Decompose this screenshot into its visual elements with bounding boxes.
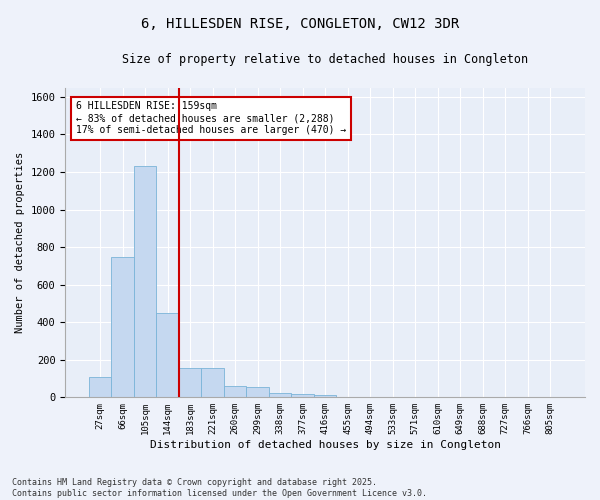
- Bar: [134, 166, 157, 398]
- Y-axis label: Number of detached properties: Number of detached properties: [15, 152, 25, 333]
- Title: Size of property relative to detached houses in Congleton: Size of property relative to detached ho…: [122, 52, 528, 66]
- Bar: [314, 396, 337, 398]
- Text: Contains HM Land Registry data © Crown copyright and database right 2025.
Contai: Contains HM Land Registry data © Crown c…: [12, 478, 427, 498]
- X-axis label: Distribution of detached houses by size in Congleton: Distribution of detached houses by size …: [149, 440, 500, 450]
- Bar: [89, 376, 112, 398]
- Bar: [179, 368, 202, 398]
- Bar: [202, 368, 224, 398]
- Bar: [247, 387, 269, 398]
- Text: 6, HILLESDEN RISE, CONGLETON, CW12 3DR: 6, HILLESDEN RISE, CONGLETON, CW12 3DR: [141, 18, 459, 32]
- Bar: [112, 256, 134, 398]
- Bar: [224, 386, 247, 398]
- Text: 6 HILLESDEN RISE: 159sqm
← 83% of detached houses are smaller (2,288)
17% of sem: 6 HILLESDEN RISE: 159sqm ← 83% of detach…: [76, 102, 346, 134]
- Bar: [157, 313, 179, 398]
- Bar: [269, 392, 292, 398]
- Bar: [292, 394, 314, 398]
